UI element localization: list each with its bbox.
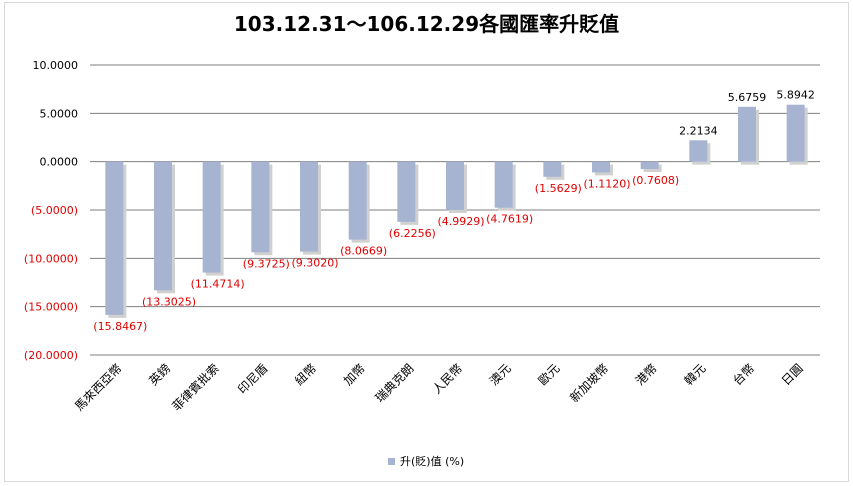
chart-title: 103.12.31～106.12.29各國匯率升貶值 [233,12,620,36]
bar [543,161,562,177]
y-tick-label: 5.0000 [40,107,79,120]
x-tick-label: 台幣 [730,361,758,389]
y-tick-label: (15.0000) [24,301,78,314]
bar [592,161,610,173]
data-label: (11.4714) [191,278,245,291]
y-tick-label: (20.0000) [24,349,78,362]
x-tick-label: 印尼盾 [235,361,270,396]
y-tick-label: (10.0000) [24,252,78,265]
data-label: (15.8467) [93,320,147,333]
chart-frame [4,2,849,482]
bar [105,161,124,315]
y-tick-label: (5.0000) [31,204,78,217]
data-label: (8.0669) [340,245,387,258]
x-tick-label: 英鎊 [146,361,174,389]
bar [154,161,172,291]
data-label: (4.9929) [437,215,484,228]
legend-label: 升(貶)值 (%) [400,455,465,468]
bar [348,161,367,240]
data-labels: (15.8467) (13.3025) (11.4714) (9.3725) (9.30… [93,89,815,333]
y-tick-label: 0.0000 [40,156,79,169]
data-label: (13.3025) [142,295,196,308]
data-label: (6.2256) [389,227,436,240]
legend-swatch [388,457,395,465]
x-tick-label: 韓元 [682,361,709,388]
data-label: 5.6759 [728,91,767,104]
x-tick-label: 紐幣 [292,361,319,388]
x-tick-label: 加幣 [341,361,368,388]
x-tick-label: 人民幣 [430,361,465,396]
data-label: (1.1120) [583,177,630,190]
legend: 升(貶)值 (%) [388,453,464,469]
data-label: 5.8942 [776,89,815,102]
bar [300,161,318,252]
y-tick-label: 10.0000 [33,59,79,72]
data-label: (1.5629) [535,182,582,195]
data-label: (9.3725) [243,257,290,270]
bar [786,104,805,162]
x-tick-label: 馬來西亞幣 [72,361,124,413]
x-tick-label: 瑞典克朗 [373,361,417,405]
data-label: 2.2134 [679,124,718,137]
data-label: (9.3020) [291,257,338,270]
bar [738,106,756,162]
x-tick-label: 澳元 [487,361,514,388]
bar [397,161,416,222]
bar [640,161,659,170]
y-axis-tick-labels: 10.0000 5.0000 0.0000 (5.0000) (10.0000) (15.… [24,59,78,362]
bar [689,140,708,162]
x-tick-label: 日圓 [779,361,806,388]
bar [251,161,270,253]
bars [105,104,808,318]
x-tick-label: 歐元 [535,361,563,389]
bar [446,161,464,210]
bar [202,161,221,273]
bar [494,161,513,208]
x-tick-label: 新加坡幣 [567,361,612,406]
data-label: (0.7608) [632,174,679,187]
data-label: (4.7619) [486,213,533,226]
x-tick-label: 菲律賓批索 [169,361,222,414]
x-tick-label: 港幣 [633,361,660,388]
